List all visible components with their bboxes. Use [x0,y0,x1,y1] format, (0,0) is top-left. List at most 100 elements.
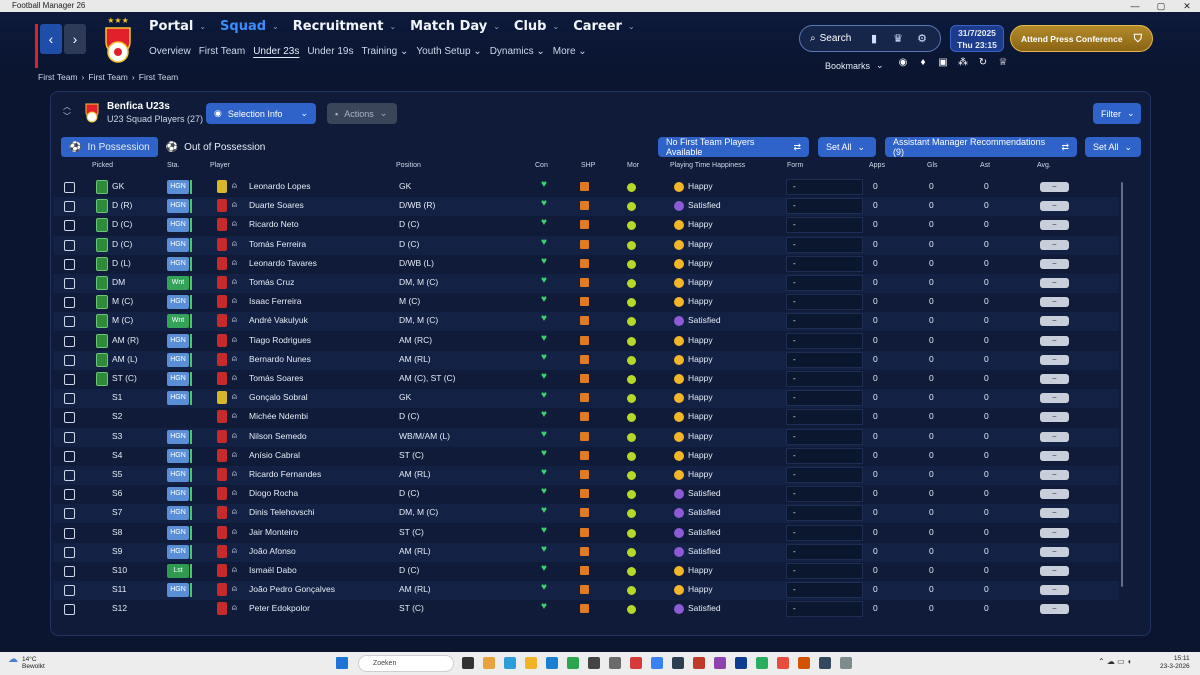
trophy-icon[interactable]: ♛ [893,33,903,45]
pick-checkbox[interactable] [64,566,75,577]
player-name[interactable]: Ricardo Fernandes [249,469,322,479]
col-gls[interactable]: Gls [927,162,938,169]
player-name[interactable]: Diogo Rocha [249,488,299,499]
table-row[interactable]: D (C) HGN ⍝ Tomás Ferreira D (C) ♥ Happy… [53,235,1119,255]
nav-portal[interactable]: Portal ⌄ [149,19,207,34]
app-icon[interactable] [777,657,789,669]
pick-checkbox[interactable] [64,470,75,481]
picked-slot[interactable]: S5 [112,469,123,479]
player-name[interactable]: Leonardo Tavares [249,257,317,268]
picked-slot[interactable]: GK [112,181,125,191]
player-name[interactable]: Tiago Rodrigues [249,334,312,345]
pick-checkbox[interactable] [64,201,75,213]
set-all-button[interactable]: Set All ⌄ [818,137,876,157]
refresh-icon[interactable]: ↻ [978,57,988,68]
clipboard-icon[interactable]: ▣ [938,57,948,68]
back-button[interactable]: ‹ [40,24,62,54]
steam-app-icon[interactable] [819,657,831,669]
set-all-button-2[interactable]: Set All ⌄ [1085,137,1141,157]
col-avg[interactable]: Avg. [1037,162,1051,169]
picked-slot[interactable]: S6 [112,488,123,499]
table-row[interactable]: AM (L) HGN ⍝ Bernardo Nunes AM (RL) ♥ Ha… [53,350,1119,370]
subnav-overview[interactable]: Overview [149,46,191,57]
nav-career[interactable]: Career ⌄ [573,19,635,34]
picked-slot[interactable]: AM (R) [112,334,139,345]
mail-app-icon[interactable] [546,657,558,669]
player-name[interactable]: Jair Monteiro [249,526,299,537]
table-row[interactable]: S10 Lst ⍝ Ismaël Dabo D (C) ♥ Happy - 0 … [53,562,1119,581]
table-row[interactable]: S9 HGN ⍝ João Afonso AM (RL) ♥ Satisfied… [53,542,1119,562]
scrollbar[interactable] [1121,182,1123,587]
subnav-under-23s[interactable]: Under 23s [253,46,300,57]
player-name[interactable]: Duarte Soares [249,200,304,211]
table-row[interactable]: M (C) Wnt ⍝ André Vakulyuk DM, M (C) ♥ S… [53,312,1119,332]
table-row[interactable]: S11 HGN ⍝ João Pedro Gonçalves AM (RL) ♥… [53,581,1119,601]
table-row[interactable]: D (C) HGN ⍝ Ricardo Neto D (C) ♥ Happy -… [53,216,1119,235]
table-row[interactable]: D (L) HGN ⍝ Leonardo Tavares D/WB (L) ♥ … [53,255,1119,274]
pick-checkbox[interactable] [64,297,75,309]
subnav-under-19s[interactable]: Under 19s [307,46,354,57]
start-button[interactable] [336,657,348,669]
pick-checkbox[interactable] [64,354,75,366]
pick-checkbox[interactable] [64,527,75,539]
weather-widget[interactable]: ☁ 14°C Bewolkt [8,654,45,671]
subnav-more[interactable]: More ⌄ [552,46,587,57]
app-icon[interactable] [672,657,684,669]
chrome-app-icon[interactable] [567,657,579,669]
col-sta[interactable]: Sta. [167,162,180,169]
picked-slot[interactable]: D (L) [112,257,131,268]
player-name[interactable]: André Vakulyuk [249,315,308,326]
col-picked[interactable]: Picked [92,162,114,169]
table-row[interactable]: S8 HGN ⍝ Jair Monteiro ST (C) ♥ Satisfie… [53,524,1119,543]
bookmarks-menu[interactable]: Bookmarks ⌄ [825,60,884,71]
col-player[interactable]: Player [210,162,230,169]
table-row[interactable]: S1 HGN ⍝ Gonçalo Sobral GK ♥ Happy - 0 0… [53,389,1119,409]
subnav-youth-setup[interactable]: Youth Setup ⌄ [416,46,482,57]
table-row[interactable]: S6 HGN ⍝ Diogo Rocha D (C) ♥ Satisfied -… [53,485,1119,504]
subnav-training[interactable]: Training ⌄ [361,46,409,57]
player-name[interactable]: Tomás Soares [249,373,304,383]
pick-checkbox[interactable] [64,508,75,520]
col-con[interactable]: Con [535,162,548,169]
table-row[interactable]: GK HGN ⍝ Leonardo Lopes GK ♥ Happy - 0 0… [53,178,1119,197]
picked-slot[interactable]: S1 [112,392,123,403]
picked-slot[interactable]: DM [112,277,126,287]
nav-recruitment[interactable]: Recruitment ⌄ [292,19,397,34]
picked-slot[interactable]: D (C) [112,238,133,249]
player-name[interactable]: Anísio Cabral [249,449,301,460]
app-icon[interactable] [693,657,705,669]
player-name[interactable]: Gonçalo Sobral [249,392,308,403]
app-icon[interactable] [609,657,621,669]
selection-info-button[interactable]: ◉ Selection Info ⌄ [206,103,316,124]
table-row[interactable]: S2 ⍝ Michée Ndembi D (C) ♥ Happy - 0 0 0… [53,408,1119,427]
pick-checkbox[interactable] [64,604,75,616]
table-row[interactable]: S4 HGN ⍝ Anísio Cabral ST (C) ♥ Happy - … [53,447,1119,466]
pick-checkbox[interactable] [64,335,75,347]
player-name[interactable]: Ismaël Dabo [249,565,297,575]
col-mor[interactable]: Mor [627,162,640,169]
table-row[interactable]: S5 HGN ⍝ Ricardo Fernandes AM (RL) ♥ Hap… [53,466,1119,485]
app-icon[interactable] [756,657,768,669]
picked-slot[interactable]: D (C) [112,219,133,230]
col-apps[interactable]: Apps [869,162,885,169]
table-row[interactable]: S3 HGN ⍝ Nilson Semedo WB/M/AM (L) ♥ Hap… [53,427,1119,447]
app-icon[interactable] [714,657,726,669]
photos-app-icon[interactable] [483,657,495,669]
app-icon[interactable] [630,657,642,669]
player-name[interactable]: João Afonso [249,545,296,556]
nav-squad[interactable]: Squad ⌄ [220,19,279,34]
pick-checkbox[interactable] [64,374,75,385]
player-name[interactable]: Nilson Semedo [249,430,307,441]
table-row[interactable]: DM Wnt ⍝ Tomás Cruz DM, M (C) ♥ Happy - … [53,274,1119,293]
filter-button[interactable]: Filter ⌄ [1093,103,1141,124]
edge-app-icon[interactable] [504,657,516,669]
pick-checkbox[interactable] [64,546,75,558]
no-first-team-button[interactable]: No First Team Players Available ⇄ [658,137,809,157]
picked-slot[interactable]: S7 [112,507,123,518]
press-conference-button[interactable]: Attend Press Conference ⛉ [1010,25,1153,52]
tab-in-possession[interactable]: ⚽ In Possession [61,137,158,157]
shirt-icon[interactable]: ♦ [920,57,926,68]
picked-slot[interactable]: S8 [112,526,123,537]
picked-slot[interactable]: S2 [112,411,123,422]
tactics-icon[interactable]: ⁂ [958,57,968,68]
